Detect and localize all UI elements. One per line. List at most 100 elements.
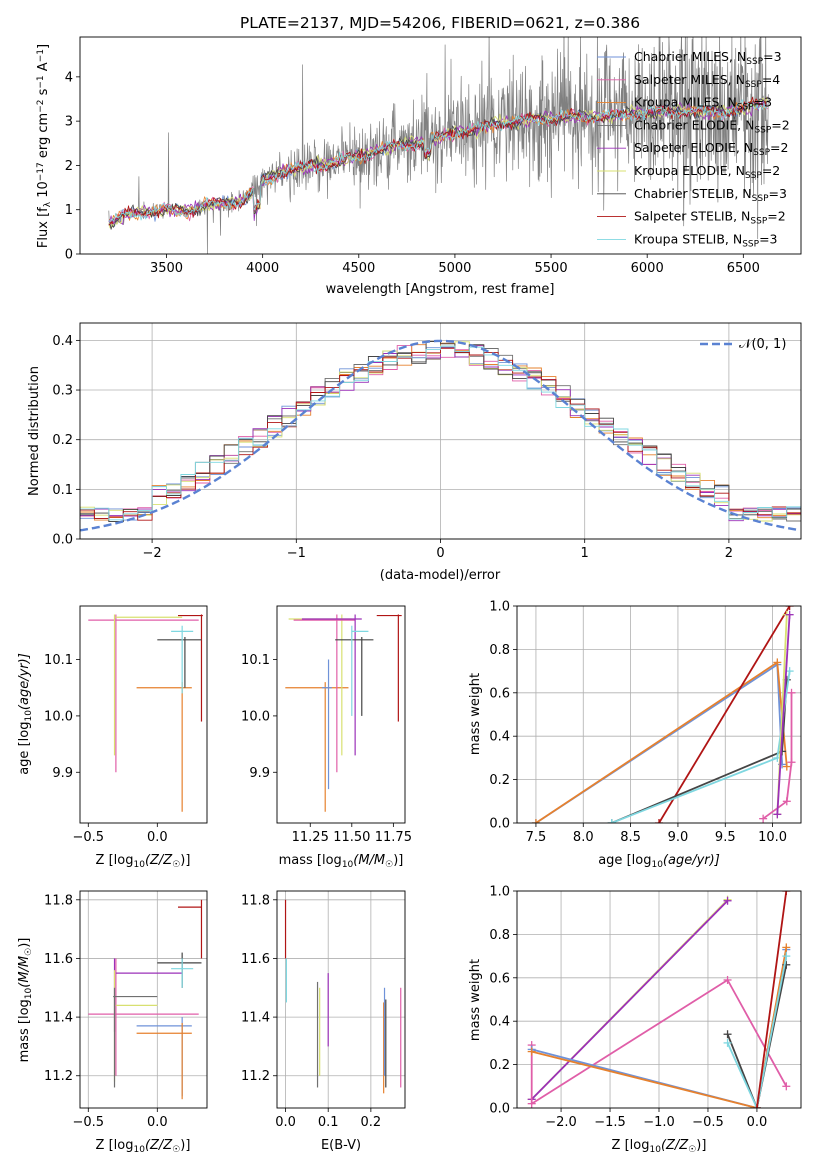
label-part: )]	[180, 853, 190, 868]
label-part: erg cm	[36, 113, 51, 162]
label-part: (M/M	[17, 956, 32, 988]
spectrum-ytick-label: 4	[65, 70, 73, 85]
label-part: Salpeter STELIB, N	[634, 209, 750, 224]
ebv-mass-ytick-label: 11.2	[241, 1069, 270, 1084]
histogram-panel: −2 −1 0 1 2 0.0 0.1 0.2 0.3 0.4 Normed distributio…	[27, 322, 802, 583]
label-part: −2	[36, 100, 46, 113]
label-part: ☉	[172, 1145, 180, 1155]
mass-age-axes-frame	[276, 605, 406, 824]
z-mass-xlabel: Z [log10(Z/Z☉)]	[96, 1138, 191, 1155]
z-weight-xtick-label: 0.0	[747, 1115, 768, 1130]
label-part: 10	[133, 1145, 145, 1155]
age-weight-xtick-label: 10.0	[758, 830, 787, 845]
label-part: )]	[17, 938, 32, 948]
label-part: (age/yr)]	[17, 653, 32, 710]
label-part: −17	[36, 162, 46, 181]
z-mass-ylabel: mass [log10(M/M☉)]	[17, 938, 34, 1063]
mass-age-ytick-label: 9.9	[249, 766, 270, 781]
age-weight-ytick-label: 0.6	[489, 686, 510, 701]
label-part: Kroupa MILES, N	[634, 95, 737, 110]
z-mass-axes-frame	[79, 890, 208, 1109]
age-weight-xtick-label: 8.0	[573, 830, 594, 845]
label-part: =3	[763, 49, 781, 64]
z-age-xtick-label: 0.0	[147, 830, 168, 845]
label-part: Kroupa ELODIE, N	[634, 163, 745, 178]
label-part: 10	[133, 860, 145, 870]
spectrum-axes-frame	[79, 36, 802, 255]
label-part: =3	[769, 186, 787, 201]
spectrum-xtick-label: 5500	[535, 261, 568, 276]
label-part: SSP	[754, 125, 771, 135]
z-mass-ytick-label: 11.8	[44, 893, 73, 908]
age-weight-xtick-label: 9.5	[715, 830, 736, 845]
histogram-legend-label: 𝒩(0, 1)	[739, 337, 786, 352]
label-part: λ	[43, 201, 53, 207]
label-part: 10	[36, 181, 51, 202]
histogram-ytick-label: 0.3	[52, 384, 73, 399]
histogram-axes-frame	[79, 322, 802, 540]
age-weight-ytick-label: 0.8	[489, 643, 510, 658]
mass-age-xlabel: mass [log10(M/M☉)]	[279, 853, 404, 870]
spectrum-xtick-label: 5000	[438, 261, 471, 276]
gaussian-curve	[80, 339, 799, 532]
label-part: Z [log	[612, 1138, 650, 1153]
age-weight-series-line	[762, 692, 793, 820]
label-part: ☉	[24, 948, 34, 956]
age-weight-ytick-label: 0.4	[489, 730, 510, 745]
ebv-mass-xtick-label: 0.0	[275, 1115, 296, 1130]
age-weight-xtick-label: 9.0	[668, 830, 689, 845]
label-part: age [log	[17, 722, 32, 775]
spectrum-model-line	[108, 96, 768, 226]
histogram-step-line	[80, 345, 801, 521]
z-weight-ytick-label: 1.0	[489, 885, 510, 900]
age-weight-ytick-label: 0.2	[489, 773, 510, 788]
z-weight-panel: −2.0 −1.5 −1.0 −0.5 0.0 0.0 0.2 0.4 0.6 0.8 1.0 mas…	[468, 885, 802, 1155]
label-part: Salpeter MILES, N	[634, 72, 745, 87]
spectrum-ylabel: Flux [fλ 10−17 erg cm−2 s−1 A−1]	[36, 44, 53, 248]
histogram-xtick-label: 2	[725, 546, 733, 561]
label-part: Flux [f	[36, 207, 51, 248]
z-weight-series-line	[726, 955, 788, 1108]
spectrum-series-group	[108, 37, 769, 254]
z-weight-series-line	[531, 900, 729, 1100]
histogram-xtick-label: −1	[287, 546, 306, 561]
z-age-axes-frame	[79, 605, 208, 824]
label-part: (Z/Z	[145, 853, 173, 868]
mass-age-xtick-label: 11.75	[375, 830, 412, 845]
spectrum-xtick-label: 4500	[342, 261, 375, 276]
label-part: 10	[24, 987, 34, 999]
label-part: Z [log	[96, 853, 134, 868]
label-part: )]	[393, 853, 403, 868]
mass-age-xtick-label: 11.50	[333, 830, 370, 845]
label-part: =3	[754, 95, 772, 110]
z-age-xlabel: Z [log10(Z/Z☉)]	[96, 853, 191, 870]
label-part: ☉	[385, 860, 393, 870]
age-weight-ytick-label: 0.0	[489, 817, 510, 832]
label-part: ]	[36, 44, 51, 49]
histogram-ylabel: Normed distribution	[27, 366, 42, 496]
label-part: age [log	[598, 853, 651, 868]
age-weight-ytick-label: 1.0	[489, 600, 510, 615]
label-part: Kroupa STELIB, N	[634, 231, 742, 246]
z-weight-xtick-label: −0.5	[692, 1115, 724, 1130]
histogram-ytick-label: 0.1	[52, 483, 73, 498]
z-weight-xtick-label: −2.0	[545, 1115, 577, 1130]
histogram-xlabel: (data-model)/error	[380, 568, 501, 583]
z-mass-ytick-label: 11.2	[44, 1069, 73, 1084]
legend-entry: Kroupa MILES, NSSP=3	[634, 95, 772, 113]
label-part: s	[36, 88, 51, 99]
label-part: SSP	[746, 57, 763, 67]
label-part: Chabrier MILES, N	[634, 49, 746, 64]
z-mass-ytick-label: 11.6	[44, 952, 73, 967]
label-part: 10	[24, 710, 34, 722]
z-weight-ytick-label: 0.0	[489, 1102, 510, 1117]
ebv-mass-ytick-label: 11.8	[241, 893, 270, 908]
spectrum-xtick-label: 6500	[727, 261, 760, 276]
label-part: A	[36, 62, 51, 75]
spectrum-ytick-label: 3	[65, 115, 73, 130]
spectrum-xlabel: wavelength [Angstrom, rest frame]	[326, 282, 555, 297]
z-age-ytick-label: 10.1	[44, 653, 73, 668]
z-age-xtick-label: −0.5	[72, 830, 104, 845]
legend-entry: Kroupa STELIB, NSSP=3	[634, 231, 778, 249]
